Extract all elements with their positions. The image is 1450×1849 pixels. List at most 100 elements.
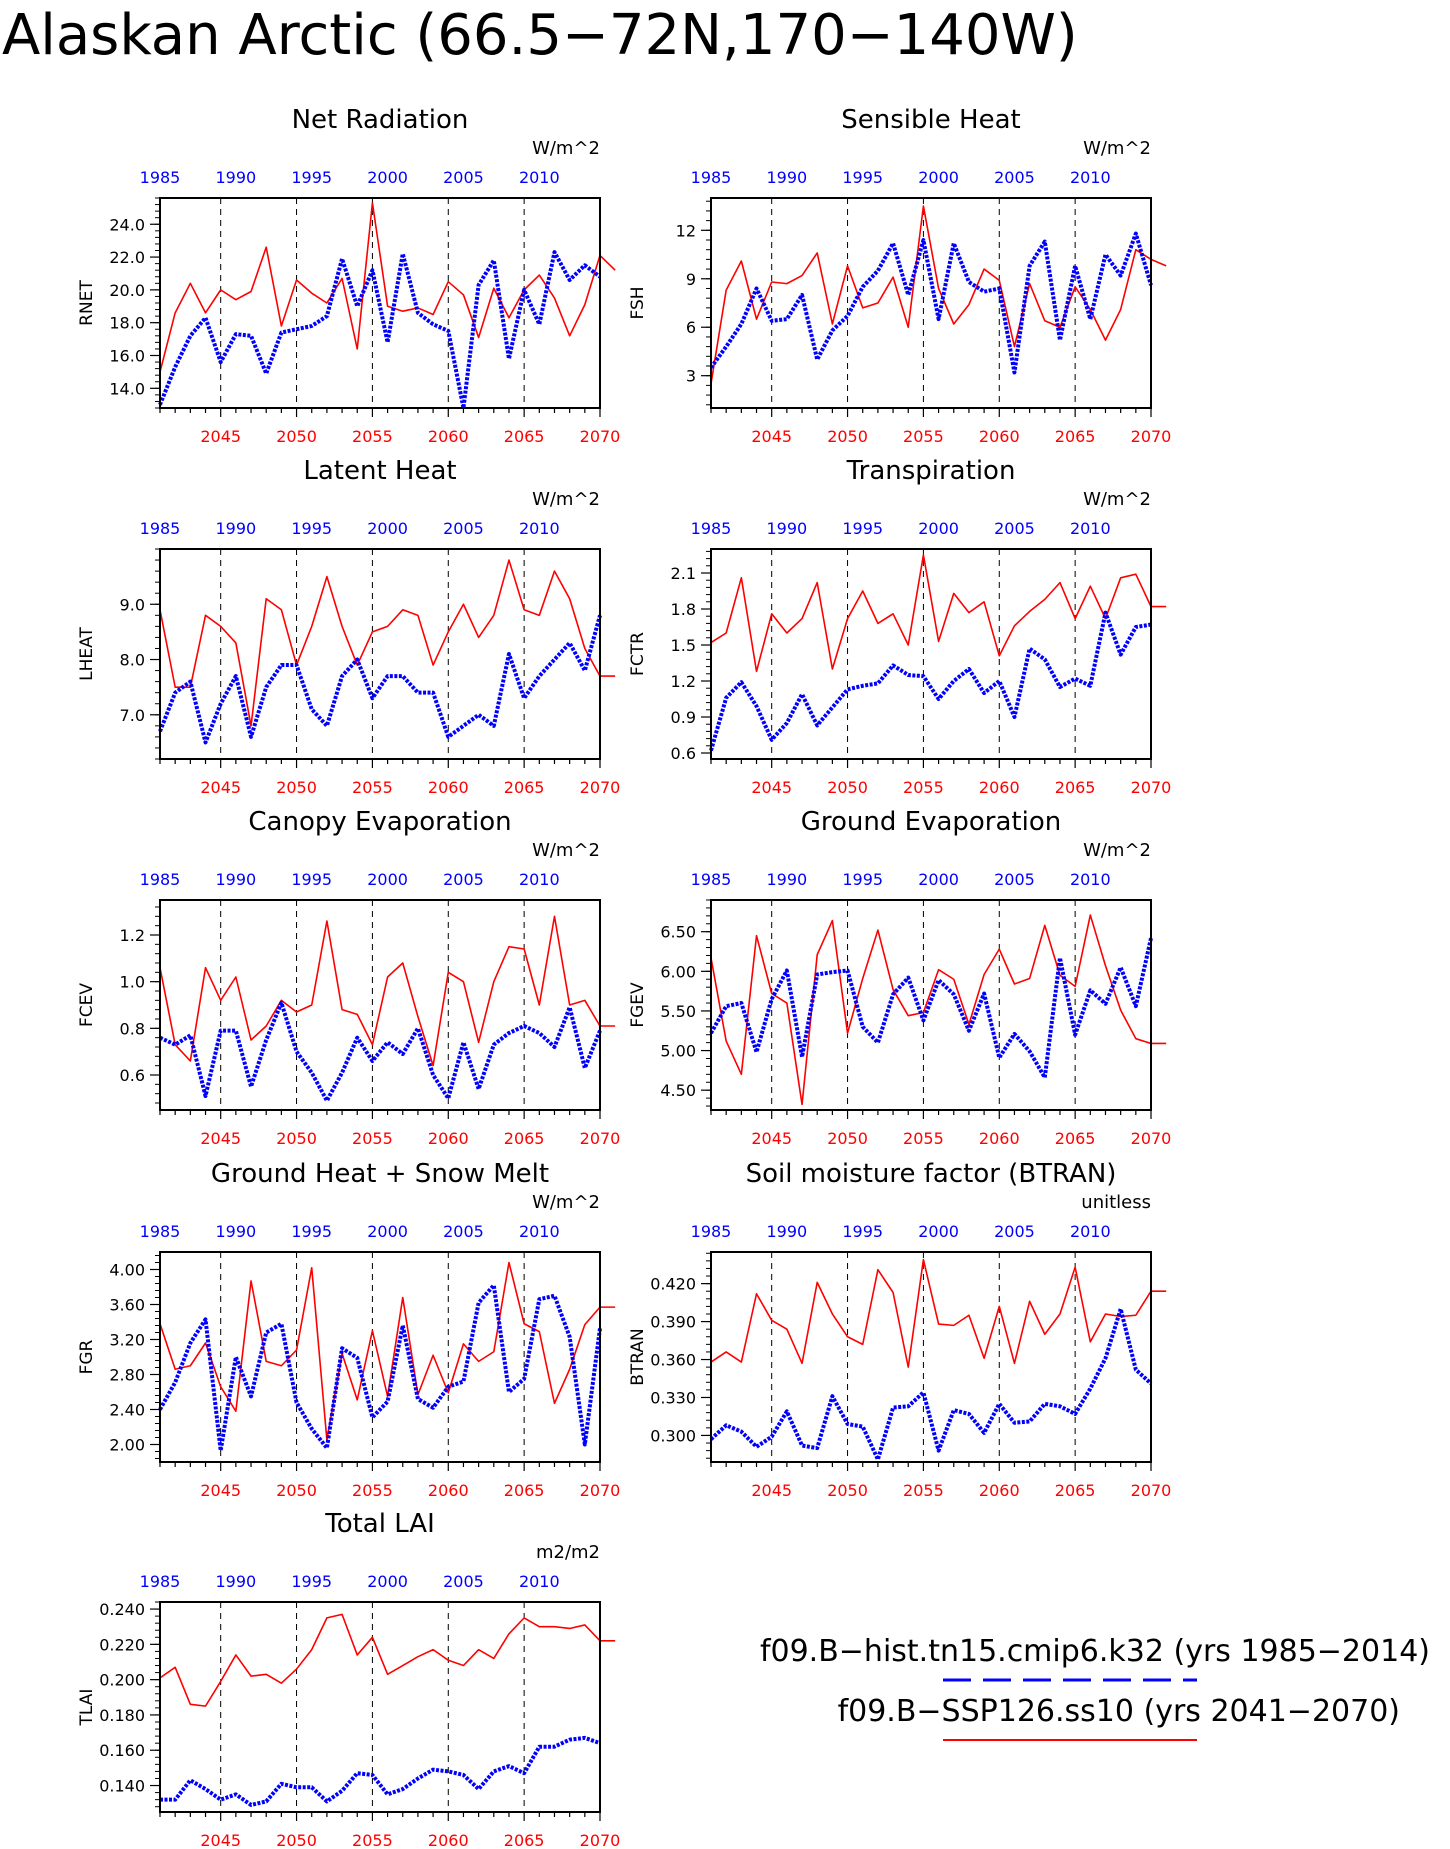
x-top-tick-label: 2000 — [367, 1222, 408, 1241]
x-top-tick-label: 1995 — [291, 870, 332, 889]
x-top-tick-label: 2005 — [994, 519, 1035, 538]
panel-tlai: Total LAI m2/m2 2045 2050 2055 2060 2065 2070 19… — [77, 1509, 620, 1849]
x-top-tick-label: 2005 — [994, 168, 1035, 187]
y-tick-label: 0.420 — [650, 1275, 696, 1294]
x-top-tick-label: 2005 — [994, 870, 1035, 889]
series-line-hist — [709, 610, 1152, 752]
x-bottom-tick-label: 2060 — [979, 1129, 1020, 1148]
series-line-hist — [159, 1000, 602, 1103]
y-tick-label: 18.0 — [109, 314, 145, 333]
x-top-tick-label: 2010 — [519, 1572, 560, 1591]
panel-units: unitless — [1081, 1192, 1151, 1213]
y-tick-label: 20.0 — [109, 281, 145, 300]
x-bottom-tick-label: 2050 — [276, 427, 317, 446]
x-bottom-tick-label: 2050 — [827, 778, 868, 797]
x-top-tick-label: 1995 — [842, 870, 883, 889]
x-top-tick-label: 1990 — [216, 870, 257, 889]
panel-lheat: Latent Heat W/m^2 2045 2050 2055 2060 2065 2070… — [77, 456, 620, 797]
plot-frame — [710, 899, 1152, 1111]
panel-rnet: Net Radiation W/m^2 2045 2050 2055 2060 2065 20… — [77, 105, 620, 446]
x-bottom-tick-label: 2055 — [903, 427, 944, 446]
x-bottom-tick-label: 2070 — [580, 1831, 621, 1849]
y-tick-label: 9 — [686, 270, 696, 289]
y-tick-label: 4.50 — [660, 1081, 696, 1100]
x-bottom-tick-label: 2060 — [979, 427, 1020, 446]
y-axis-label: TLAI — [77, 1689, 97, 1727]
x-top-tick-label: 2005 — [443, 1222, 484, 1241]
panel-fcev: Canopy Evaporation W/m^2 2045 2050 2055 2060 2… — [77, 807, 620, 1148]
x-top-tick-label: 1995 — [291, 519, 332, 538]
x-bottom-tick-label: 2060 — [428, 1481, 469, 1500]
x-top-tick-label: 2000 — [367, 168, 408, 187]
y-tick-label: 5.00 — [660, 1042, 696, 1061]
y-tick-label: 16.0 — [109, 347, 145, 366]
x-top-tick-label: 2005 — [443, 519, 484, 538]
x-top-tick-label: 2010 — [519, 870, 560, 889]
y-tick-label: 0.6 — [671, 744, 696, 763]
x-top-tick-label: 2010 — [519, 1222, 560, 1241]
panel-units: W/m^2 — [532, 1192, 600, 1213]
legend-label-future: f09.B−SSP126.ss10 (yrs 2041−2070) — [838, 1694, 1400, 1729]
panel-units: W/m^2 — [532, 489, 600, 510]
y-tick-label: 0.140 — [99, 1777, 145, 1796]
plot-frame — [159, 548, 601, 760]
x-top-tick-label: 1995 — [291, 1572, 332, 1591]
x-top-tick-label: 1985 — [140, 519, 181, 538]
series-line-future — [159, 1261, 616, 1441]
series-line-hist — [158, 250, 602, 410]
y-tick-label: 24.0 — [109, 215, 145, 234]
x-top-tick-label: 2000 — [918, 1222, 959, 1241]
x-top-tick-label: 2005 — [443, 870, 484, 889]
x-top-tick-label: 2000 — [367, 870, 408, 889]
y-tick-label: 1.0 — [120, 973, 145, 992]
y-axis-label: FGEV — [628, 982, 648, 1028]
y-tick-label: 2.00 — [109, 1436, 145, 1455]
x-bottom-tick-label: 2065 — [1055, 778, 1096, 797]
x-bottom-tick-label: 2070 — [1131, 1481, 1172, 1500]
x-bottom-tick-label: 2065 — [504, 1831, 545, 1849]
x-bottom-tick-label: 2060 — [428, 778, 469, 797]
plot-frame — [159, 1251, 601, 1463]
x-top-tick-label: 1985 — [691, 1222, 732, 1241]
plot-frame — [710, 1251, 1152, 1463]
x-bottom-tick-label: 2060 — [979, 1481, 1020, 1500]
series-line-future — [710, 205, 1167, 384]
x-top-tick-label: 1985 — [140, 168, 181, 187]
x-bottom-tick-label: 2045 — [200, 1831, 241, 1849]
series-line-future — [710, 914, 1167, 1106]
y-tick-label: 12 — [676, 221, 696, 240]
x-top-tick-label: 2000 — [918, 870, 959, 889]
series-line-future — [159, 915, 616, 1067]
y-tick-label: 1.8 — [671, 600, 696, 619]
panel-units: W/m^2 — [1083, 138, 1151, 159]
x-top-tick-label: 2010 — [1070, 870, 1111, 889]
x-bottom-tick-label: 2045 — [751, 1481, 792, 1500]
panels: Net Radiation W/m^2 2045 2050 2055 2060 2065 20… — [77, 105, 1171, 1849]
x-top-tick-label: 2000 — [918, 519, 959, 538]
x-bottom-tick-label: 2050 — [827, 427, 868, 446]
x-top-tick-label: 2000 — [367, 519, 408, 538]
x-bottom-tick-label: 2050 — [276, 1481, 317, 1500]
x-bottom-tick-label: 2045 — [751, 778, 792, 797]
x-bottom-tick-label: 2070 — [1131, 778, 1172, 797]
x-bottom-tick-label: 2055 — [903, 1481, 944, 1500]
x-top-tick-label: 2005 — [443, 168, 484, 187]
y-tick-label: 2.40 — [109, 1401, 145, 1420]
x-top-tick-label: 1985 — [691, 168, 732, 187]
panel-title: Canopy Evaporation — [248, 807, 511, 837]
plot-frame — [159, 899, 601, 1111]
x-top-tick-label: 1990 — [767, 1222, 808, 1241]
x-bottom-tick-label: 2045 — [751, 1129, 792, 1148]
series-line-hist — [709, 1306, 1153, 1462]
panel-title: Latent Heat — [303, 456, 456, 486]
x-bottom-tick-label: 2060 — [428, 1831, 469, 1849]
panel-units: W/m^2 — [1083, 489, 1151, 510]
x-top-tick-label: 1990 — [216, 1222, 257, 1241]
y-tick-label: 6.00 — [660, 962, 696, 981]
x-bottom-tick-label: 2065 — [1055, 427, 1096, 446]
y-axis-label: FGR — [77, 1339, 97, 1374]
x-top-tick-label: 2010 — [519, 168, 560, 187]
y-tick-label: 0.8 — [120, 1019, 145, 1038]
x-bottom-tick-label: 2055 — [352, 427, 393, 446]
